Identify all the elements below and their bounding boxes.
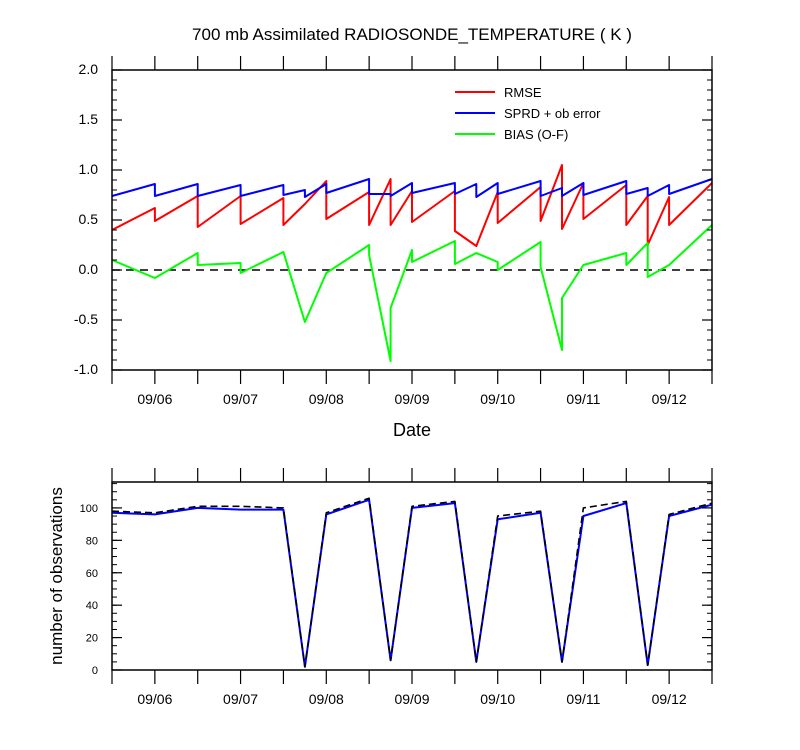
y-tick-label: 40 [86, 600, 98, 612]
x-tick-label: 09/09 [394, 391, 429, 407]
y-tick-label: 20 [86, 633, 98, 645]
bottom-x-axis: 09/06 09/07 09/08 09/09 09/10 09/11 09/12 [111, 468, 713, 707]
series-line-sprd-ob-error [111, 178, 713, 198]
legend: RMSE SPRD + ob error BIAS (O-F) [455, 85, 601, 142]
y-tick-label: 80 [86, 535, 98, 547]
x-tick-label: 09/09 [394, 691, 429, 707]
y-tick-label: 1.5 [79, 111, 99, 127]
x-tick-label: 09/12 [652, 691, 687, 707]
series-line-bias-o-f [111, 224, 713, 362]
legend-label: RMSE [504, 85, 542, 100]
y-tick-label: 100 [80, 503, 98, 515]
y-tick-label: 0.0 [79, 261, 99, 277]
top-chart: 700 mb Assimilated RADIOSONDE_TEMPERATUR… [74, 25, 713, 440]
bottom-plot-area [111, 497, 713, 668]
series-line-observations-possible [111, 497, 713, 668]
y-tick-label: -1.0 [74, 361, 98, 377]
x-tick-label: 09/11 [566, 691, 600, 707]
x-tick-label: 09/08 [309, 691, 344, 707]
legend-label: SPRD + ob error [504, 106, 601, 121]
x-axis-label: Date [393, 420, 431, 440]
y-tick-label: 0 [92, 665, 98, 677]
x-tick-label: 09/12 [652, 391, 687, 407]
y-tick-label: 2.0 [79, 61, 99, 77]
y-tick-label: 0.5 [79, 211, 99, 227]
top-x-axis: 09/06 09/07 09/08 09/09 09/10 09/11 09/12 [111, 56, 713, 407]
legend-label: BIAS (O-F) [504, 127, 568, 142]
x-tick-label: 09/11 [566, 391, 600, 407]
y-tick-label: -0.5 [74, 311, 98, 327]
top-plot-area [111, 164, 713, 362]
y-axis-label: number of observations [47, 487, 66, 665]
y-tick-label: 60 [86, 568, 98, 580]
x-tick-label: 09/10 [480, 691, 515, 707]
x-tick-label: 09/07 [223, 391, 258, 407]
x-tick-label: 09/10 [480, 391, 515, 407]
top-y-axis: -1.0 -0.5 0.0 0.5 1.0 1.5 2.0 [74, 61, 712, 377]
series-line-rmse [111, 164, 713, 247]
chart-title: 700 mb Assimilated RADIOSONDE_TEMPERATUR… [192, 25, 632, 44]
bottom-y-axis: 0 20 40 60 80 100 [80, 483, 712, 677]
y-tick-label: 1.0 [79, 161, 99, 177]
x-tick-label: 09/06 [137, 691, 172, 707]
series-line-observations-used [111, 498, 713, 668]
x-tick-label: 09/06 [137, 391, 172, 407]
x-tick-label: 09/07 [223, 691, 258, 707]
x-tick-label: 09/08 [309, 391, 344, 407]
